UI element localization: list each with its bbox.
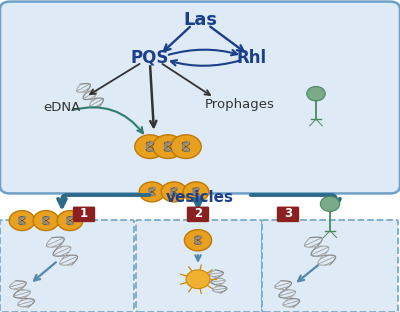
Text: 1: 1 bbox=[80, 207, 88, 220]
Text: eDNA: eDNA bbox=[43, 101, 81, 114]
Text: Las: Las bbox=[183, 11, 217, 29]
Text: 3: 3 bbox=[284, 207, 292, 220]
Circle shape bbox=[186, 270, 210, 289]
Circle shape bbox=[307, 86, 325, 101]
FancyBboxPatch shape bbox=[187, 207, 209, 222]
Text: Prophages: Prophages bbox=[205, 98, 275, 111]
Text: 2: 2 bbox=[194, 207, 202, 220]
Text: PQS: PQS bbox=[131, 49, 169, 67]
Text: Rhl: Rhl bbox=[237, 49, 267, 67]
Circle shape bbox=[9, 211, 35, 231]
Circle shape bbox=[184, 230, 212, 251]
FancyBboxPatch shape bbox=[73, 207, 95, 222]
FancyBboxPatch shape bbox=[136, 220, 262, 312]
Circle shape bbox=[171, 135, 201, 158]
Circle shape bbox=[139, 182, 165, 202]
FancyBboxPatch shape bbox=[277, 207, 299, 222]
Circle shape bbox=[33, 211, 59, 231]
Circle shape bbox=[135, 135, 165, 158]
Circle shape bbox=[57, 211, 83, 231]
FancyBboxPatch shape bbox=[0, 220, 134, 312]
Circle shape bbox=[161, 182, 187, 202]
Circle shape bbox=[183, 182, 209, 202]
Text: vesicles: vesicles bbox=[166, 190, 234, 205]
Circle shape bbox=[320, 197, 340, 212]
Circle shape bbox=[153, 135, 183, 158]
FancyBboxPatch shape bbox=[0, 2, 400, 193]
FancyBboxPatch shape bbox=[262, 220, 398, 312]
